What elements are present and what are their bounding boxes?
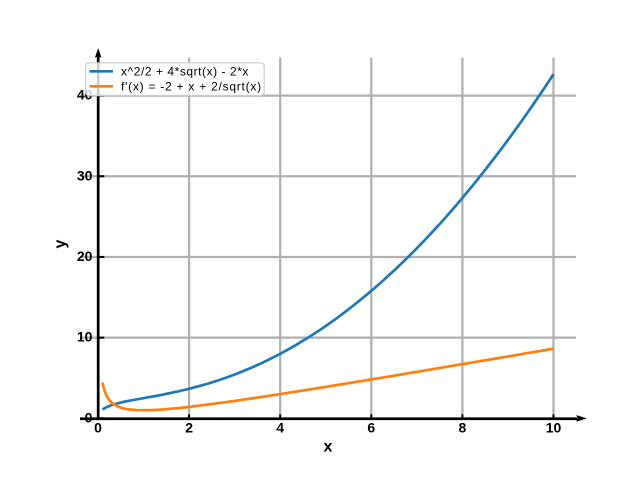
svg-text:0: 0 <box>85 409 93 425</box>
svg-text:10: 10 <box>546 420 562 436</box>
svg-text:20: 20 <box>77 248 93 264</box>
svg-text:10: 10 <box>77 329 93 345</box>
svg-text:30: 30 <box>77 167 93 183</box>
svg-text:2: 2 <box>185 420 193 436</box>
svg-text:6: 6 <box>367 420 375 436</box>
svg-text:x: x <box>324 438 333 455</box>
svg-text:8: 8 <box>459 420 467 436</box>
svg-text:f'(x) = -2 + x + 2/sqrt(x): f'(x) = -2 + x + 2/sqrt(x) <box>121 79 262 93</box>
svg-text:4: 4 <box>276 420 284 436</box>
svg-text:x^2/2 + 4*sqrt(x) - 2*x: x^2/2 + 4*sqrt(x) - 2*x <box>121 64 249 78</box>
svg-text:0: 0 <box>94 420 102 436</box>
svg-text:y: y <box>52 239 69 248</box>
